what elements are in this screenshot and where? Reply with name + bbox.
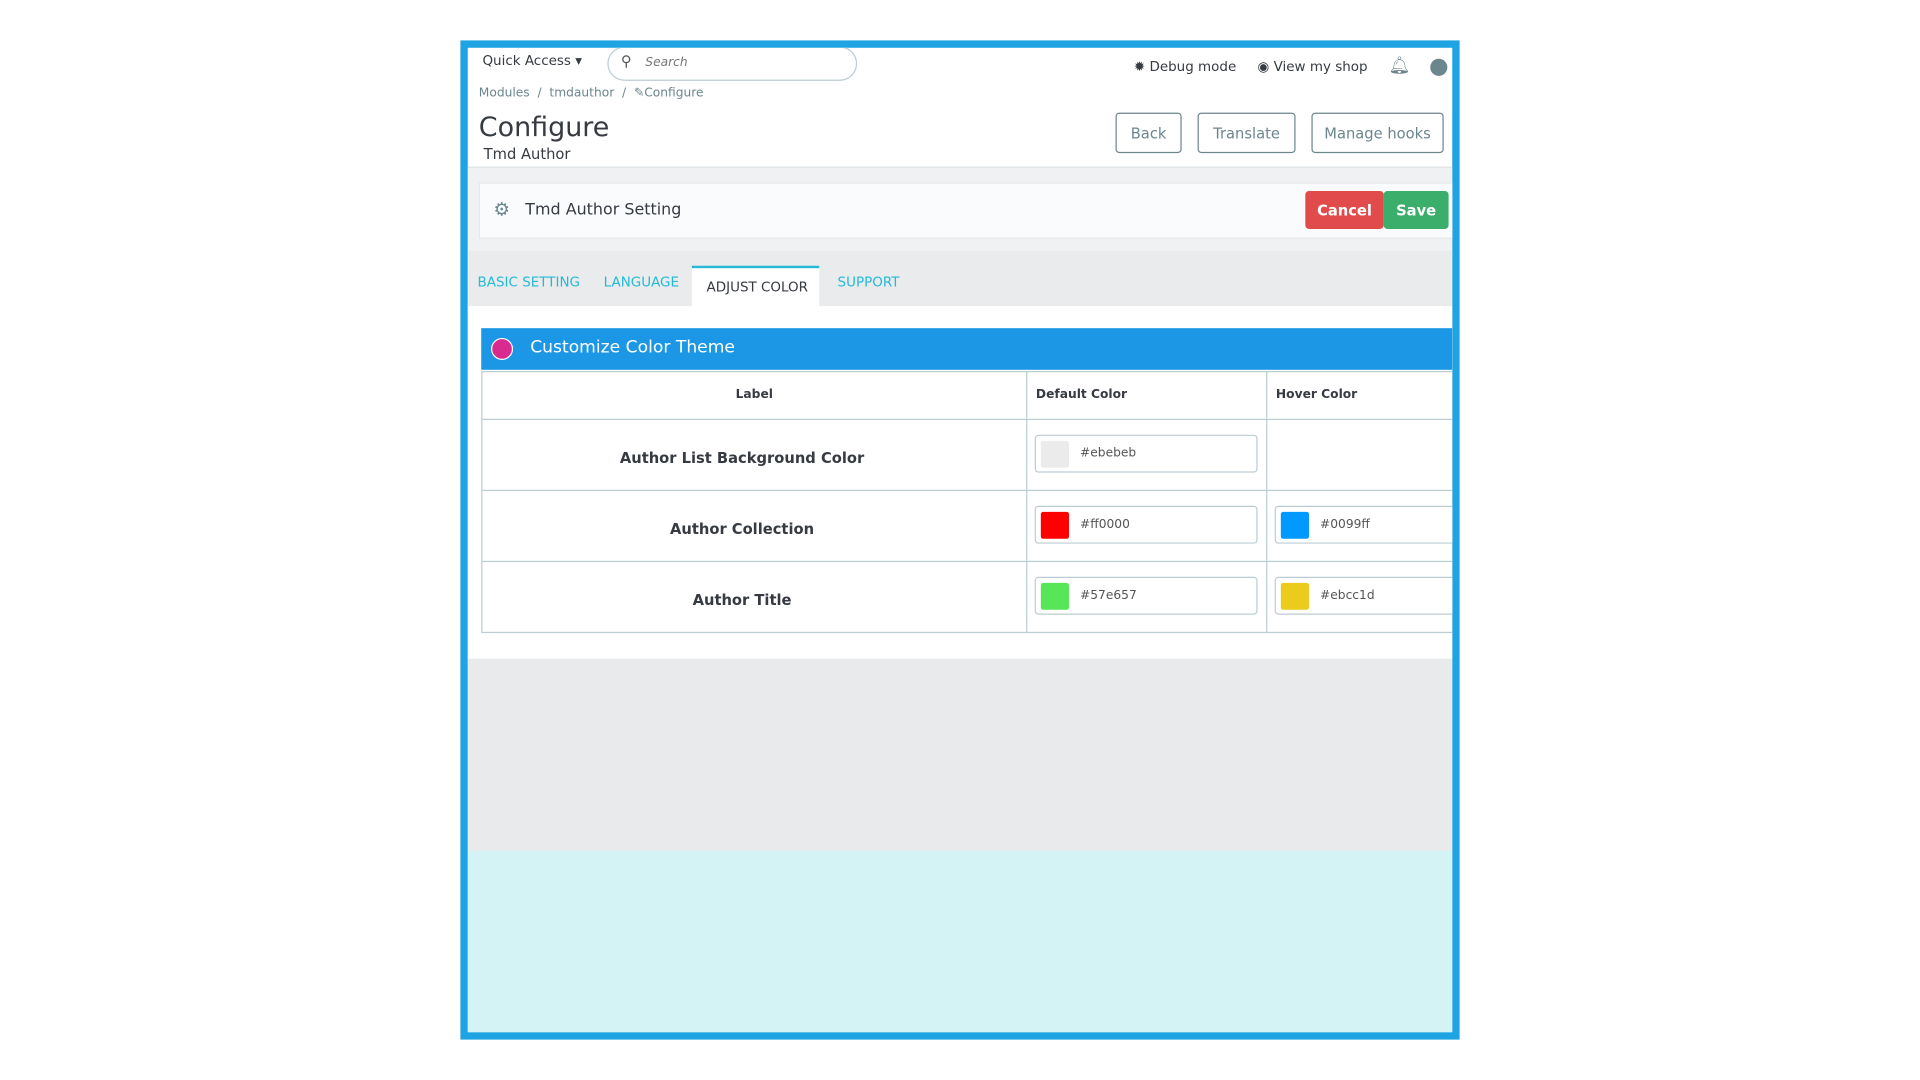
notifications[interactable]: 🔔︎ xyxy=(1388,56,1411,76)
color-swatch xyxy=(1040,582,1069,610)
view-shop[interactable]: ◉ View my shop xyxy=(1257,58,1368,75)
section-title: Customize Color Theme xyxy=(530,337,735,358)
table-cell xyxy=(1267,420,1453,492)
debug-mode[interactable]: ✹ Debug mode xyxy=(1133,58,1237,75)
color-input[interactable]: #ebebeb xyxy=(1034,434,1258,473)
admin-window: Quick Access ▾ ⚲ Search ✹ Debug mode ◉ V… xyxy=(460,40,1460,1040)
tab[interactable]: LANGUAGE xyxy=(603,274,680,291)
search-box[interactable]: ⚲ Search xyxy=(607,47,858,81)
color-value: #ff0000 xyxy=(1080,517,1130,532)
crumb: Configure xyxy=(644,86,704,101)
column-header: Label xyxy=(735,388,773,402)
cancel-button[interactable]: Cancel xyxy=(1305,191,1384,229)
color-swatch xyxy=(1040,511,1069,539)
color-value: #ebebeb xyxy=(1080,446,1137,461)
quick-access[interactable]: Quick Access ▾ xyxy=(482,52,583,69)
page-subtitle: Tmd Author xyxy=(483,145,571,163)
table-cell: #ebcc1d xyxy=(1267,562,1453,634)
row-label: Author Collection xyxy=(670,520,815,538)
table-cell: Label xyxy=(482,371,1028,421)
panel-title: Tmd Author Setting xyxy=(525,200,682,220)
color-input[interactable]: #57e657 xyxy=(1034,576,1258,615)
table-cell: Author Title xyxy=(482,562,1028,634)
color-swatch xyxy=(1040,440,1069,468)
tab-bar: BASIC SETTING LANGUAGE ADJUST COLOR SUPP… xyxy=(467,251,1453,307)
tab[interactable]: SUPPORT xyxy=(837,274,900,291)
color-value: #0099ff xyxy=(1320,517,1370,532)
active-tab[interactable]: ADJUST COLOR xyxy=(691,265,820,307)
footer-gray xyxy=(467,658,1453,852)
table-cell: #ff0000 xyxy=(1027,491,1268,563)
table-cell: #0099ff xyxy=(1267,491,1453,563)
breadcrumb: Modules / tmdauthor / ✎Configure xyxy=(478,86,704,101)
row-label: Author Title xyxy=(692,591,792,609)
content: Quick Access ▾ ⚲ Search ✹ Debug mode ◉ V… xyxy=(467,47,1453,1033)
footer-cyan xyxy=(467,851,1453,1033)
palette-icon xyxy=(491,337,514,361)
color-input[interactable]: #0099ff xyxy=(1274,505,1453,544)
user-icon[interactable] xyxy=(1430,58,1448,76)
color-input[interactable]: #ff0000 xyxy=(1034,505,1258,544)
table-cell: Author Collection xyxy=(482,491,1028,563)
table-cell: #57e657 xyxy=(1027,562,1268,634)
tab[interactable]: BASIC SETTING xyxy=(477,274,580,291)
panel-header: ⚙ Tmd Author Setting xyxy=(478,182,1453,239)
page-title: Configure xyxy=(478,112,610,144)
crumb[interactable]: tmdauthor xyxy=(549,86,615,101)
color-swatch xyxy=(1280,582,1309,610)
color-input[interactable]: #ebcc1d xyxy=(1274,576,1453,615)
tab-label: ADJUST COLOR xyxy=(706,279,809,296)
crumb[interactable]: Modules xyxy=(478,86,530,101)
color-swatch xyxy=(1280,511,1309,539)
translate-button[interactable]: Translate xyxy=(1197,112,1296,154)
color-value: #57e657 xyxy=(1080,588,1137,603)
table-cell: Author List Background Color xyxy=(482,420,1028,492)
manage-hooks-button[interactable]: Manage hooks xyxy=(1311,112,1444,154)
column-header: Default Color xyxy=(1035,388,1128,402)
save-button[interactable]: Save xyxy=(1383,191,1449,229)
search-placeholder: Search xyxy=(645,56,688,70)
color-table: Label Default Color Hover Color Author List… xyxy=(481,371,1453,634)
column-header: Hover Color xyxy=(1275,388,1358,402)
row-label: Author List Background Color xyxy=(619,449,865,467)
table-cell: #ebebeb xyxy=(1027,420,1268,492)
back-button[interactable]: Back xyxy=(1115,112,1182,154)
section-header: Customize Color Theme xyxy=(481,328,1453,370)
table-cell: Hover Color xyxy=(1267,371,1453,421)
table-cell: Default Color xyxy=(1027,371,1268,421)
color-value: #ebcc1d xyxy=(1320,588,1375,603)
